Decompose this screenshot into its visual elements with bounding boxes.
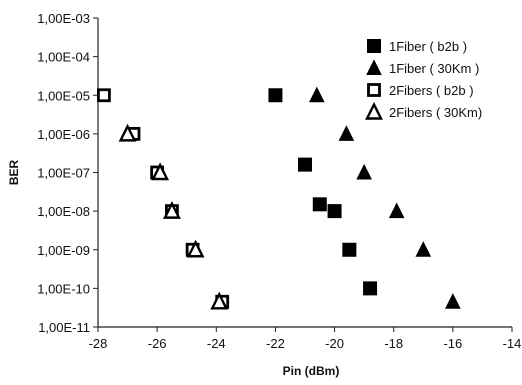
data-point [312,197,327,212]
legend-marker [365,101,383,120]
y-tick-label: 1,00E-09 [37,243,90,258]
legend-label: 1Fiber ( 30Km ) [389,61,479,76]
legend-label: 2Fibers ( 30Km) [389,105,482,120]
y-tick-label: 1,00E-06 [37,127,90,142]
series-0 [268,88,378,296]
y-tick-label: 1,00E-04 [37,50,90,65]
legend-label: 2Fibers ( b2b ) [389,83,474,98]
legend-marker [367,39,381,53]
legend: 1Fiber ( b2b ) 1Fiber ( 30Km ) 2Fibers ( b… [365,39,482,120]
data-points [97,86,461,310]
y-tick-label: 1,00E-11 [38,320,90,335]
data-point [338,125,355,141]
data-point [210,291,229,310]
data-point [162,200,181,219]
series-1 [309,86,461,309]
y-tick-label: 1,00E-03 [37,11,90,26]
y-axis-ticks: 1,00E-11 1,00E-10 1,00E-09 1,00E-08 1,00E-07… [37,11,98,335]
series-3 [118,123,229,310]
data-point [415,241,432,257]
y-tick-label: 1,00E-07 [37,166,90,181]
y-axis-title: BER [7,160,21,186]
legend-label: 1Fiber ( b2b ) [389,39,467,54]
x-axis-title: Pin (dBm) [283,364,340,378]
legend-marker [366,59,382,75]
data-point [298,157,312,172]
data-point [327,204,342,219]
data-point [342,242,357,257]
data-point [388,202,405,219]
data-point [151,162,170,181]
data-point [309,86,325,103]
x-tick-label: -22 [266,336,285,351]
x-tick-label: -18 [384,336,403,351]
x-tick-label: -20 [325,336,344,351]
x-axis-ticks: -28 -26 -24 -22 -20 -18 -16 -14 [89,327,522,351]
y-tick-label: 1,00E-05 [37,88,90,103]
y-tick-label: 1,00E-08 [37,204,90,219]
data-point [445,293,461,309]
y-tick-label: 1,00E-10 [37,281,90,296]
data-point [268,88,283,103]
data-point [363,281,378,296]
x-tick-label: -26 [148,336,167,351]
data-point [186,239,205,258]
x-tick-label: -28 [89,336,108,351]
data-point [118,123,137,142]
x-tick-label: -14 [503,336,522,351]
data-point [356,163,372,180]
data-point [97,88,111,103]
legend-marker [367,83,381,97]
series-2 [97,88,230,309]
x-tick-label: -16 [443,336,462,351]
x-tick-label: -24 [207,336,226,351]
